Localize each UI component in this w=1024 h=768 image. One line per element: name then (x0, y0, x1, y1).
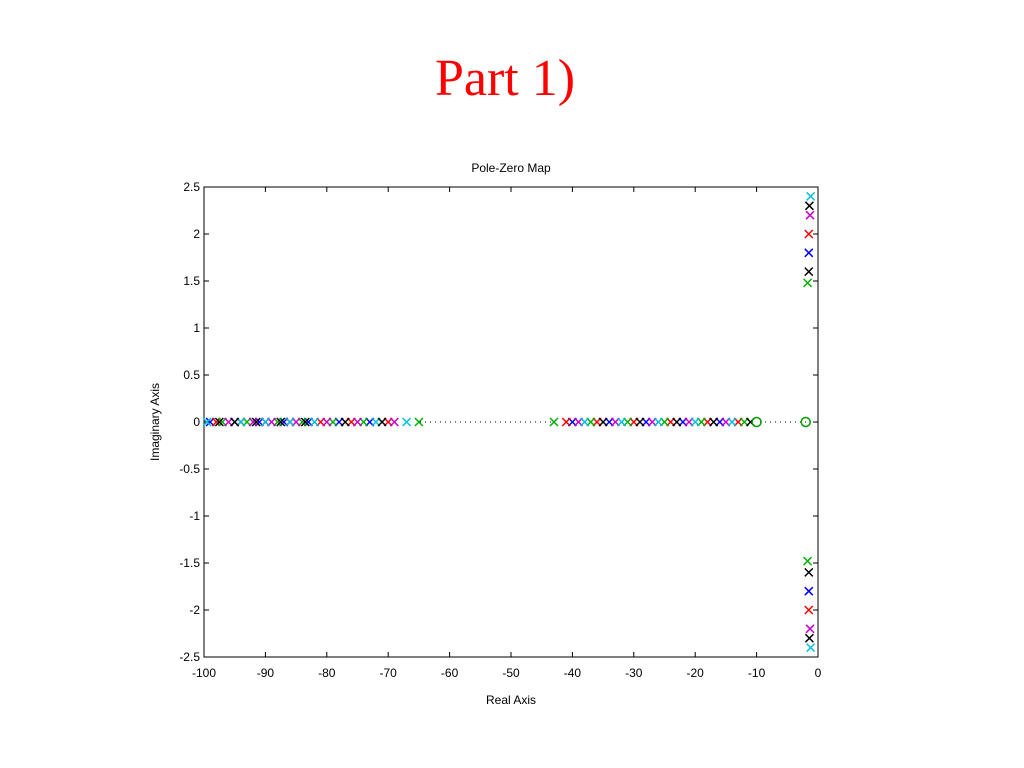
y-tick-label: -2 (189, 603, 200, 617)
pole-marker (690, 417, 700, 427)
y-tick-label: 2 (193, 227, 200, 241)
x-tick-label: -90 (257, 666, 275, 680)
pole-marker (276, 417, 286, 427)
pole-marker (672, 417, 682, 427)
pole-marker (804, 267, 814, 277)
pole-marker (414, 417, 424, 427)
x-tick-label: -10 (748, 666, 766, 680)
x-tick-label: 0 (815, 666, 822, 680)
y-tick-label: 0.5 (183, 368, 200, 382)
y-tick-label: 1.5 (183, 274, 200, 288)
pole-marker (806, 643, 816, 653)
pole-marker (580, 417, 590, 427)
pole-marker (616, 417, 627, 427)
pole-marker (561, 417, 571, 427)
y-tick-label: -2.5 (179, 650, 200, 664)
pole-marker (377, 417, 387, 427)
y-tick-label: 0 (193, 415, 200, 429)
pole-marker (804, 586, 814, 596)
x-axis-label: Real Axis (486, 693, 536, 707)
y-tick-label: -0.5 (179, 462, 200, 476)
pole-marker (340, 417, 350, 427)
pole-marker (248, 417, 258, 427)
pole-marker (202, 417, 212, 427)
pole-marker (635, 417, 645, 427)
pole-marker (214, 417, 224, 427)
x-tick-label: -60 (441, 666, 459, 680)
pole-marker (804, 248, 814, 258)
zero-marker (751, 416, 762, 428)
pole-marker (727, 417, 737, 427)
y-axis-label: Imaginary Axis (148, 383, 162, 461)
pole-marker (804, 605, 814, 615)
pole-marker (598, 417, 608, 427)
y-tick-label: 2.5 (183, 180, 200, 194)
pole-marker (549, 417, 559, 427)
pole-marker (804, 229, 814, 239)
x-tick-label: -40 (564, 666, 582, 680)
pole-marker (251, 417, 261, 427)
pole-marker (230, 417, 240, 427)
pole-marker (805, 624, 815, 634)
x-tick-label: -20 (687, 666, 705, 680)
pole-marker (804, 633, 814, 643)
x-tick-label: -30 (625, 666, 643, 680)
pole-marker (309, 417, 320, 427)
x-tick-label: -70 (380, 666, 398, 680)
y-tick-label: 1 (193, 321, 200, 335)
pole-marker (804, 201, 814, 211)
chart-title: Pole-Zero Map (471, 161, 551, 175)
pole-marker (805, 210, 815, 220)
pole-marker (389, 417, 399, 427)
pole-marker (804, 567, 814, 577)
pole-marker (653, 417, 663, 427)
pole-marker (322, 417, 332, 427)
pole-marker (402, 417, 412, 427)
pole-marker (300, 417, 310, 427)
slide-title: Part 1) (435, 50, 575, 107)
y-tick-label: -1.5 (179, 556, 200, 570)
x-tick-label: -80 (318, 666, 336, 680)
zero-marker (800, 416, 811, 428)
pole-marker (803, 556, 813, 566)
x-tick-label: -100 (192, 666, 216, 680)
x-tick-label: -50 (502, 666, 520, 680)
pole-marker (260, 417, 270, 427)
pole-marker (709, 417, 719, 427)
pole-marker (285, 417, 295, 427)
y-tick-label: -1 (189, 509, 200, 523)
pole-marker (806, 191, 816, 201)
pole-marker (352, 417, 363, 427)
pole-marker (803, 278, 813, 288)
